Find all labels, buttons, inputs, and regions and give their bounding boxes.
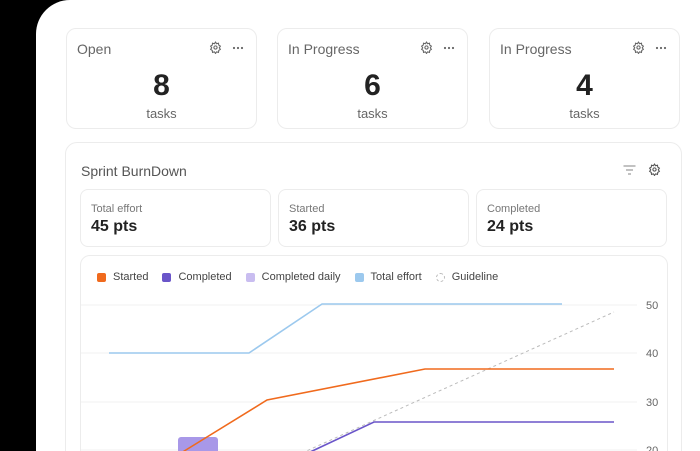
stat-card-unit: tasks	[357, 106, 388, 121]
stat-card-title: Open	[77, 41, 112, 57]
stat-card-value: 8	[153, 69, 170, 102]
widget-title: Sprint BurnDown	[81, 163, 187, 179]
stat-card-open: Open 8 tasks	[66, 28, 257, 129]
total-effort-line	[109, 303, 562, 354]
swatch-total-effort-icon	[354, 272, 364, 282]
completed-line	[310, 421, 614, 451]
stat-card-value: 6	[364, 69, 381, 102]
legend-total-effort[interactable]: Total effort	[354, 271, 422, 283]
more-options-icon[interactable]	[443, 46, 455, 50]
burndown-plot: 50 40 30 20	[81, 300, 658, 451]
legend-label: Started	[113, 271, 149, 283]
chart-legend: Started Completed Completed daily Total …	[97, 271, 498, 283]
legend-guideline[interactable]: Guideline	[435, 271, 499, 283]
y-tick: 30	[646, 397, 658, 409]
stat-card-value: 4	[576, 69, 593, 102]
more-options-icon[interactable]	[655, 46, 667, 50]
stat-card-unit: tasks	[146, 106, 177, 121]
sprint-burndown-widget: Sprint BurnDown Total effort 45 pts Star…	[65, 142, 682, 451]
more-options-icon[interactable]	[232, 46, 244, 50]
swatch-completed-daily-icon	[245, 272, 255, 282]
started-line	[182, 368, 614, 451]
y-tick: 40	[646, 348, 658, 360]
y-tick: 20	[646, 445, 658, 451]
kpi-value: 45 pts	[91, 218, 138, 235]
stat-card-title: In Progress	[500, 41, 572, 57]
legend-label: Completed daily	[261, 271, 341, 283]
gear-icon[interactable]	[209, 41, 222, 54]
kpi-label: Completed	[487, 203, 541, 215]
legend-completed-daily[interactable]: Completed daily	[245, 271, 341, 283]
guideline-line	[305, 311, 615, 451]
swatch-completed-icon	[162, 272, 172, 282]
stat-card-title: In Progress	[288, 41, 360, 57]
kpi-value: 36 pts	[289, 218, 336, 235]
kpi-label: Total effort	[91, 203, 143, 215]
burndown-chart: Started Completed Completed daily Total …	[80, 255, 668, 451]
stat-card-in-progress: In Progress 6 tasks	[277, 28, 468, 129]
gear-icon[interactable]	[420, 41, 433, 54]
legend-completed[interactable]: Completed	[162, 271, 232, 283]
stat-card-unit: tasks	[569, 106, 600, 121]
legend-started[interactable]: Started	[97, 271, 148, 283]
legend-label: Total effort	[370, 271, 422, 283]
legend-label: Completed	[178, 271, 232, 283]
kpi-total-effort: Total effort 45 pts	[80, 189, 271, 247]
stat-card-in-progress-2: In Progress 4 tasks	[489, 28, 680, 129]
y-tick: 50	[646, 300, 658, 312]
legend-label: Guideline	[451, 271, 499, 283]
kpi-started: Started 36 pts	[278, 189, 469, 247]
gear-icon[interactable]	[648, 163, 661, 176]
kpi-value: 24 pts	[487, 218, 534, 235]
kpi-completed: Completed 24 pts	[476, 189, 667, 247]
kpi-label: Started	[289, 203, 325, 215]
filter-icon[interactable]	[623, 164, 636, 175]
completed-daily-bar	[178, 437, 218, 451]
gear-icon[interactable]	[632, 41, 645, 54]
swatch-guideline-icon	[435, 272, 445, 282]
swatch-started-icon	[97, 272, 106, 282]
